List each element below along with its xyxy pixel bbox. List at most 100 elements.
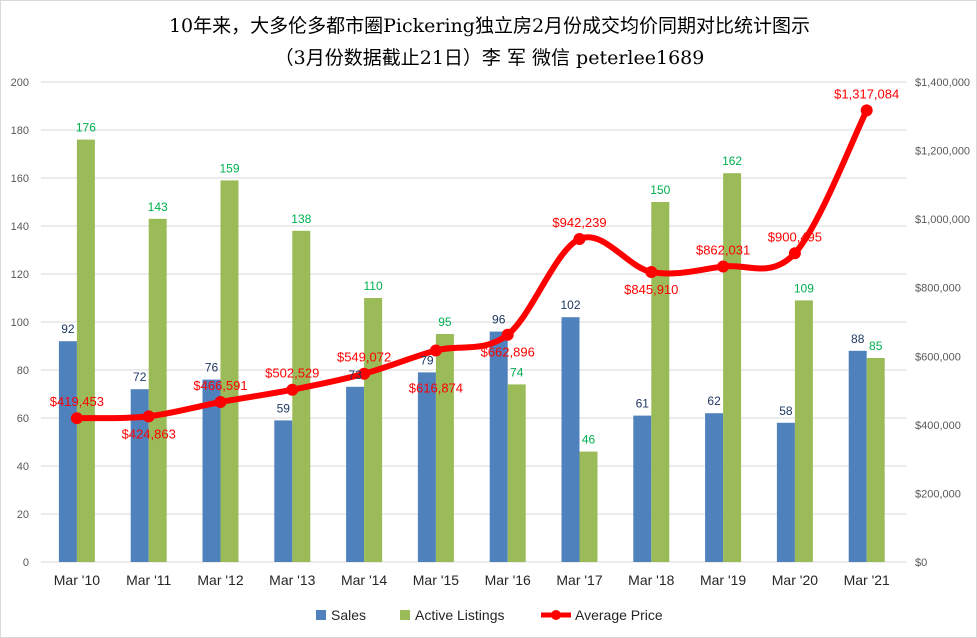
bar-active-listings bbox=[723, 173, 742, 562]
y-right-tick-label: $400,000 bbox=[915, 420, 961, 432]
bar-active-listings bbox=[507, 384, 526, 562]
y-left-tick-label: 200 bbox=[11, 77, 29, 89]
data-label-active-listings: 85 bbox=[869, 339, 883, 353]
data-label-active-listings: 162 bbox=[722, 154, 742, 168]
data-label-average-price: $424,863 bbox=[122, 426, 176, 441]
data-label-average-price: $549,072 bbox=[337, 350, 391, 365]
data-label-active-listings: 176 bbox=[76, 121, 96, 135]
y-right-tick-label: $1,200,000 bbox=[915, 146, 970, 158]
bar-active-listings bbox=[651, 202, 670, 562]
data-label-active-listings: 109 bbox=[794, 281, 814, 295]
x-tick-label: Mar '13 bbox=[269, 572, 315, 588]
data-label-sales: 79 bbox=[420, 353, 434, 367]
x-tick-label: Mar '17 bbox=[556, 572, 602, 588]
data-label-average-price: $662,896 bbox=[481, 345, 535, 360]
bar-sales bbox=[776, 422, 795, 562]
data-label-active-listings: 46 bbox=[582, 433, 596, 447]
point-average-price bbox=[717, 260, 730, 273]
x-tick-label: Mar '15 bbox=[413, 572, 459, 588]
data-label-average-price: $900,495 bbox=[768, 229, 822, 244]
y-left-tick-label: 180 bbox=[11, 125, 29, 137]
y-right-tick-label: $600,000 bbox=[915, 351, 961, 363]
data-label-sales: 59 bbox=[277, 401, 291, 415]
bar-sales bbox=[489, 331, 508, 562]
y-right-tick-label: $800,000 bbox=[915, 283, 961, 295]
bar-sales bbox=[705, 413, 724, 562]
x-tick-label: Mar '10 bbox=[54, 572, 100, 588]
data-label-active-listings: 150 bbox=[650, 183, 670, 197]
bar-sales bbox=[274, 420, 293, 562]
x-tick-label: Mar '19 bbox=[700, 572, 746, 588]
chart-subtitle: （3月份数据截止21日）李 军 微信 peterlee1689 bbox=[274, 47, 705, 69]
bar-active-listings bbox=[76, 139, 95, 562]
legend-label-active-listings: Active Listings bbox=[415, 607, 504, 623]
point-average-price bbox=[70, 412, 83, 425]
point-average-price bbox=[142, 410, 155, 423]
chart-title: 10年来，大多伦多都市圈Pickering独立房2月份成交均价同期对比统计图示 bbox=[168, 15, 811, 37]
y-right-tick-label: $1,000,000 bbox=[915, 214, 970, 226]
point-average-price bbox=[501, 328, 514, 341]
data-label-active-listings: 74 bbox=[510, 365, 524, 379]
y-left-tick-label: 100 bbox=[11, 317, 29, 329]
legend-swatch-active-listings bbox=[400, 610, 410, 620]
data-label-sales: 73 bbox=[348, 368, 362, 382]
y-left-tick-label: 20 bbox=[17, 509, 29, 521]
data-label-sales: 96 bbox=[492, 313, 506, 327]
data-label-sales: 58 bbox=[779, 404, 793, 418]
data-label-average-price: $1,317,084 bbox=[834, 86, 899, 101]
y-left-tick-label: 160 bbox=[11, 173, 29, 185]
data-label-active-listings: 159 bbox=[219, 161, 239, 175]
data-label-active-listings: 110 bbox=[364, 279, 383, 293]
bar-sales bbox=[561, 317, 580, 562]
point-average-price bbox=[358, 367, 371, 380]
bar-sales bbox=[633, 415, 652, 562]
y-right-tick-label: $200,000 bbox=[915, 488, 961, 500]
bar-active-listings bbox=[364, 298, 383, 562]
point-average-price bbox=[214, 396, 227, 409]
x-tick-label: Mar '14 bbox=[341, 572, 387, 588]
y-right-tick-label: $0 bbox=[915, 557, 927, 569]
data-label-sales: 102 bbox=[560, 298, 580, 312]
y-left-tick-label: 140 bbox=[11, 221, 29, 233]
bar-sales bbox=[417, 372, 436, 562]
point-average-price bbox=[429, 344, 442, 357]
y-left-tick-label: 0 bbox=[23, 557, 29, 569]
data-label-average-price: $466,591 bbox=[193, 378, 247, 393]
bar-active-listings bbox=[148, 218, 167, 563]
point-average-price bbox=[286, 383, 299, 396]
y-left-tick-label: 80 bbox=[17, 365, 29, 377]
legend-label-sales: Sales bbox=[331, 607, 366, 623]
x-tick-label: Mar '21 bbox=[844, 572, 890, 588]
data-label-sales: 61 bbox=[636, 397, 650, 411]
y-right-tick-label: $1,400,000 bbox=[915, 77, 970, 89]
data-label-average-price: $845,910 bbox=[624, 282, 678, 297]
bar-sales bbox=[848, 350, 867, 562]
data-label-average-price: $862,031 bbox=[696, 242, 750, 257]
data-label-sales: 76 bbox=[205, 361, 219, 375]
x-tick-label: Mar '18 bbox=[628, 572, 674, 588]
data-label-average-price: $419,453 bbox=[50, 394, 104, 409]
bar-sales bbox=[58, 341, 77, 562]
data-label-active-listings: 95 bbox=[438, 315, 452, 329]
data-label-sales: 92 bbox=[61, 322, 75, 336]
data-label-average-price: $502,529 bbox=[265, 366, 319, 381]
point-average-price bbox=[573, 232, 586, 245]
legend-marker-average-price bbox=[551, 610, 561, 620]
y-left-tick-label: 60 bbox=[17, 413, 29, 425]
point-average-price bbox=[788, 247, 801, 260]
legend-swatch-sales bbox=[316, 610, 326, 620]
bar-sales bbox=[130, 389, 149, 562]
bar-sales bbox=[202, 379, 221, 562]
data-label-sales: 72 bbox=[133, 370, 147, 384]
bar-active-listings bbox=[292, 230, 311, 563]
y-left-tick-label: 120 bbox=[11, 269, 29, 281]
bar-active-listings bbox=[579, 451, 598, 562]
bar-active-listings bbox=[435, 334, 454, 562]
x-tick-label: Mar '12 bbox=[197, 572, 243, 588]
x-tick-label: Mar '11 bbox=[126, 572, 171, 588]
bar-active-listings bbox=[794, 300, 813, 562]
bar-active-listings bbox=[220, 180, 239, 562]
bar-sales bbox=[346, 386, 365, 562]
x-tick-label: Mar '20 bbox=[772, 572, 818, 588]
